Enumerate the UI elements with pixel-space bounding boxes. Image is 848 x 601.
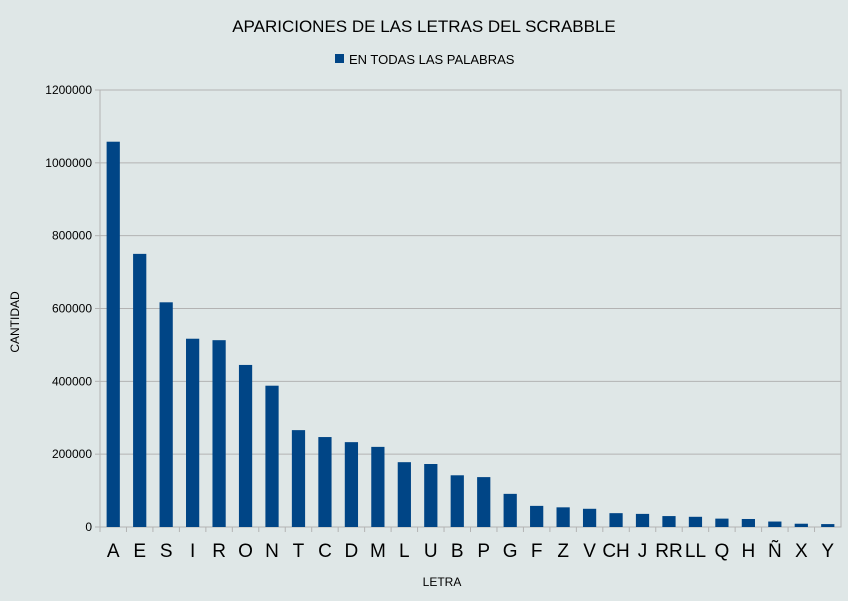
bar-e: [133, 253, 147, 527]
bar-o: [238, 364, 253, 527]
y-axis-ticks: 0 200000 400000 600000 800000 1000000 1200000: [45, 83, 100, 534]
bar-u: [424, 463, 438, 527]
bar-t: [291, 430, 306, 527]
bar-x: [794, 523, 808, 527]
bar-s: [159, 302, 173, 527]
y-tick-label: 600000: [52, 302, 92, 316]
chart-title: APARICIONES DE LAS LETRAS DEL SCRABBLE: [232, 17, 616, 36]
y-tick-label: 1200000: [45, 83, 92, 97]
gridlines: [100, 89, 841, 528]
bar-z: [556, 507, 570, 527]
x-tick-label: Y: [821, 541, 834, 562]
x-tick-label: Ñ: [768, 540, 782, 562]
y-tick-label: 200000: [52, 447, 92, 461]
y-tick-label: 1000000: [45, 156, 92, 170]
x-axis-title: LETRA: [423, 575, 462, 589]
bar-b: [450, 475, 464, 527]
x-tick-label: V: [583, 541, 596, 562]
bar-ch: [609, 513, 623, 527]
bar-c: [318, 437, 332, 527]
x-tick-label: CH: [602, 541, 629, 562]
x-tick-label: O: [238, 541, 253, 562]
x-tick-label: L: [399, 541, 410, 562]
bar-d: [344, 442, 359, 527]
x-tick-label: J: [638, 541, 648, 562]
bar-j: [635, 513, 650, 527]
bar-m: [371, 446, 385, 527]
x-tick-label: RR: [655, 541, 682, 562]
bar-rr: [662, 516, 676, 527]
x-tick-label: R: [212, 541, 226, 562]
bar-r: [212, 340, 226, 527]
y-tick-label: 400000: [52, 374, 92, 388]
bar-f: [530, 505, 544, 527]
bar-ll: [688, 516, 703, 527]
x-axis-ticks: A E S I R O N T C D M L U B P G F Z V CH J RR LL Q H Ñ X Y: [99, 527, 834, 562]
x-tick-label: LL: [685, 541, 706, 562]
bars: [106, 141, 835, 527]
bar-n: [265, 385, 279, 527]
legend-swatch: [335, 54, 344, 63]
legend-label: EN TODAS LAS PALABRAS: [349, 52, 515, 67]
x-tick-label: Z: [557, 541, 569, 562]
x-tick-label: G: [503, 541, 518, 562]
bar-g: [503, 493, 517, 527]
bar-v: [582, 508, 597, 527]
bar-l: [397, 462, 411, 527]
x-tick-label: M: [370, 541, 386, 562]
bar-ñ: [768, 521, 782, 527]
x-tick-label: A: [107, 541, 120, 562]
bar-y: [821, 524, 835, 527]
x-tick-label: E: [133, 541, 146, 562]
bar-h: [741, 518, 755, 527]
bar-p: [477, 477, 491, 527]
x-tick-label: C: [318, 541, 332, 562]
x-tick-label: T: [293, 541, 305, 562]
x-tick-label: I: [190, 541, 195, 562]
x-tick-label: X: [795, 541, 808, 562]
x-tick-label: D: [345, 541, 359, 562]
x-tick-label: N: [265, 541, 279, 562]
bar-i: [186, 338, 200, 527]
x-tick-label: Q: [715, 541, 730, 562]
x-tick-label: S: [160, 541, 173, 562]
x-tick-label: P: [477, 541, 490, 562]
y-tick-label: 0: [85, 520, 92, 534]
bar-a: [106, 141, 120, 527]
legend: EN TODAS LAS PALABRAS: [335, 52, 515, 67]
y-axis-title: CANTIDAD: [8, 291, 22, 353]
x-tick-label: U: [424, 541, 438, 562]
x-tick-label: H: [742, 541, 756, 562]
y-tick-label: 800000: [52, 229, 92, 243]
bar-q: [715, 518, 729, 527]
x-tick-label: F: [531, 541, 543, 562]
x-tick-label: B: [451, 541, 464, 562]
